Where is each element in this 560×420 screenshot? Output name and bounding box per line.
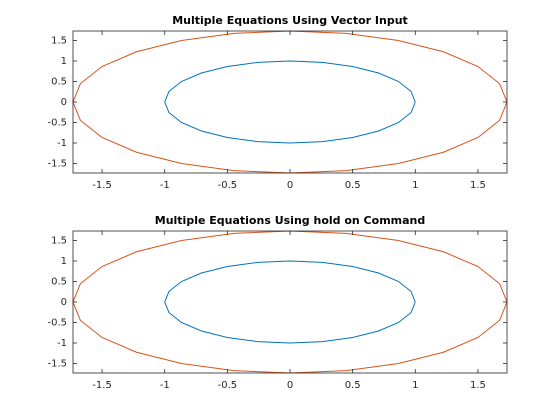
y-tick-label: -1.5: [47, 158, 67, 169]
x-tick-label: 1.5: [470, 380, 486, 391]
x-tick-label: -1: [160, 380, 170, 391]
x-tick-label: 1: [412, 180, 418, 191]
y-tick-label: -1: [57, 338, 67, 349]
y-tick-label: -1.5: [47, 358, 67, 369]
y-tick-label: 1.5: [51, 236, 67, 247]
y-tick-label: 1.5: [51, 36, 67, 47]
y-tick-label: 0: [61, 297, 67, 308]
y-tick-label: -0.5: [47, 317, 67, 328]
x-tick-label: -1: [160, 180, 170, 191]
chart-title: Multiple Equations Using Vector Input: [172, 14, 408, 27]
x-tick-label: 1: [412, 380, 418, 391]
y-tick-label: -1: [57, 138, 67, 149]
x-tick-label: 0.5: [345, 180, 361, 191]
y-tick-label: 0.5: [51, 77, 67, 88]
x-tick-label: 0: [287, 380, 293, 391]
x-tick-label: 1.5: [470, 180, 486, 191]
x-tick-label: -1.5: [92, 180, 112, 191]
line-series: [164, 60, 416, 144]
plot-area: [73, 231, 507, 373]
y-tick-label: 0: [61, 97, 67, 108]
chart-title: Multiple Equations Using hold on Command: [155, 214, 426, 227]
y-tick-label: 0.5: [51, 277, 67, 288]
x-tick-label: 0: [287, 180, 293, 191]
y-tick-label: 1: [61, 256, 67, 267]
x-tick-label: -0.5: [218, 180, 238, 191]
x-tick-label: 0.5: [345, 380, 361, 391]
y-tick-label: 1: [61, 56, 67, 67]
x-tick-label: -1.5: [92, 380, 112, 391]
line-series: [164, 260, 416, 344]
plot-area: [73, 31, 507, 173]
y-tick-label: -0.5: [47, 117, 67, 128]
x-tick-label: -0.5: [218, 380, 238, 391]
